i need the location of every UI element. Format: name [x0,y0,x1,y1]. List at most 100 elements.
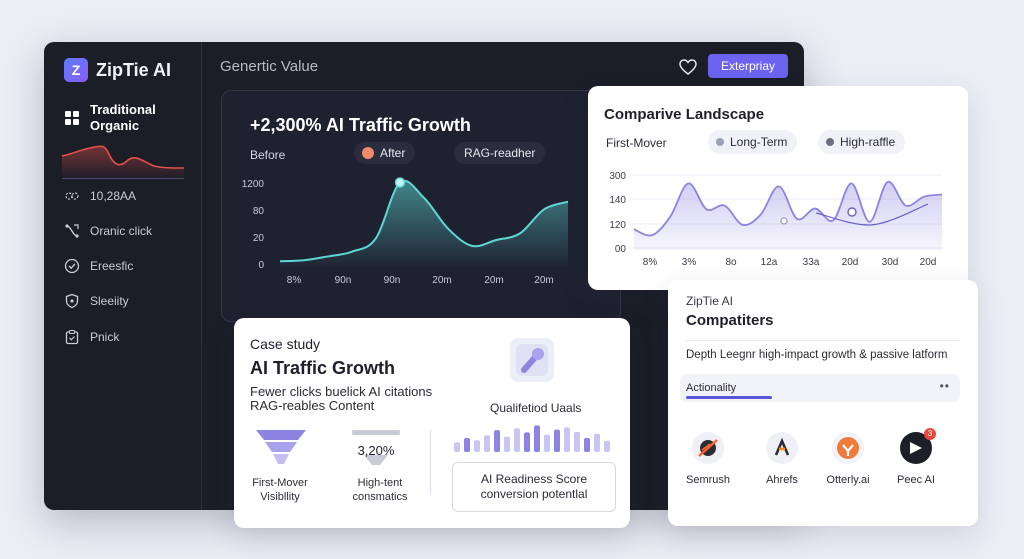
x-tick-label: 20m [534,275,553,286]
funnel-icon [256,430,306,464]
funnel-label-line: First-Mover [252,477,308,489]
qualified-bar [464,438,470,452]
highlight-point [780,217,788,225]
x-tick-label: 20m [484,275,503,286]
sidebar-item-label: Pnick [90,330,120,344]
brand-name: ZipTie AI [96,59,172,80]
actionality-row[interactable]: Actionality •• [680,374,960,402]
description-line: RAG-reables Content [250,398,375,413]
enterprise-button[interactable]: Exterpriay [708,54,788,78]
highlight-point [847,207,857,217]
qualified-bar [524,432,530,452]
competitors-subtitle: ZipTie AI [686,294,733,308]
qualified-bar [514,428,520,452]
sidebar-item-label: 10,28AA [90,189,137,203]
orange-dot-icon [362,147,374,159]
x-tick-label: 3% [682,257,697,268]
sidebar-item-pnick[interactable]: Pnick [64,329,119,345]
actionality-label: Actionality [686,382,737,394]
brand[interactable]: Z ZipTie AI [64,58,171,82]
sidebar-item-metric[interactable]: 10,28AA [64,188,136,204]
secondary-line [815,203,929,226]
grid-icon [64,110,80,126]
qualified-bar [454,442,460,452]
actionality-progress-bar [686,396,772,399]
ziptie-logo-icon: Z [64,58,88,82]
notification-badge: 3 [924,428,936,440]
sidebar-item-label: Ereesfic [90,259,134,273]
x-tick-label: 8% [287,275,302,286]
x-tick-label: 12a [761,257,778,268]
score-line: conversion potentlal [480,487,588,501]
competitor-semrush[interactable]: Semrush [678,432,738,486]
score-line: AI Readiness Score [480,472,588,486]
sidebar-item-label: Sleeiity [90,294,129,308]
sidebar-item-label: Oranic click [90,224,153,238]
more-icon[interactable]: •• [939,379,950,393]
mini-funnel-icon [352,430,400,465]
qualified-leads-label: Qualifetiod Uaals [490,401,582,415]
series-line [633,181,943,237]
qualified-bar [474,440,480,452]
pill-high-raffle[interactable]: High-raffle [818,130,906,154]
competitor-otterly[interactable]: Otterly.ai [818,432,878,486]
y-tick-label: 80 [253,206,265,217]
competitor-peec[interactable]: 3 Peec AI [886,428,946,486]
legend-before[interactable]: Before [250,148,286,162]
qualified-bar [504,436,510,452]
shield-icon [64,293,80,309]
qualified-bar [604,440,610,452]
y-tick-label: 1200 [242,179,265,190]
clipboard-icon [64,329,80,345]
sidebar-item-organic-click[interactable]: Oranic click [64,223,152,239]
y-tick-label: 120 [609,220,626,231]
heart-icon[interactable] [678,57,698,77]
logo-name: Ahrefs [766,474,798,486]
growth-chart-panel: +2,300% AI Traffic Growth Before After R… [221,90,621,322]
y-tick-label: 0 [258,260,264,271]
x-tick-label: 20d [842,257,859,268]
otterly-logo-icon [832,432,864,464]
percent-label-line: consmatics [352,491,408,503]
y-tick-label: 00 [615,244,627,255]
series-line-after [279,179,569,263]
series-area [634,181,942,250]
qualified-bar [564,427,570,452]
sidebar-item-traditional-organic[interactable]: Traditional Organic [64,102,190,134]
x-tick-label: 8o [725,257,737,268]
funnel-label-line: Visibllity [260,491,300,503]
semrush-logo-icon [692,432,724,464]
logo-name: Semrush [685,474,731,486]
legend-rag-ready[interactable]: RAG-readher [454,142,546,164]
vertical-divider [430,430,431,494]
ahrefs-logo-icon [766,432,798,464]
qualified-bar [534,425,540,452]
pill-long-term[interactable]: Long-Term [708,130,798,154]
x-tick-label: 90n [384,275,401,286]
sidebar-item-ereesfic[interactable]: Ereesfic [64,258,133,274]
y-tick-label: 300 [609,171,626,182]
divider [686,340,960,341]
growth-chart-title: +2,300% AI Traffic Growth [250,115,471,135]
percent-label: High-tent consmatics [338,476,422,504]
sidebar: Z ZipTie AI Traditional Organic [44,42,202,510]
case-study-label: Case study [250,336,321,352]
competitors-description: Depth Leegnr high-impact growth & passiv… [686,349,948,361]
qualified-bar [574,431,580,452]
x-tick-label: 8% [643,257,658,268]
landscape-card: Comparive Landscape First-Mover Long-Ter… [588,86,968,290]
link-icon [64,188,80,204]
competitor-ahrefs[interactable]: Ahrefs [752,432,812,486]
legend-after[interactable]: After [354,142,416,164]
first-mover-label: First-Mover [606,136,667,150]
logo-name: Otterly.ai [826,474,870,486]
qualified-bar [584,438,590,452]
ai-readiness-score-box[interactable]: AI Readiness Score conversion potentlal [452,462,616,512]
competitors-card: ZipTie AI Compatiters Depth Leegnr high-… [668,280,978,526]
landscape-title: Comparive Landscape [604,106,765,123]
peec-logo-icon: 3 [900,428,936,464]
y-tick-label: 20 [253,233,265,244]
sidebar-item-security[interactable]: Sleeiity [64,293,129,309]
x-tick-label: 90n [335,275,352,286]
x-tick-label: 20m [432,275,451,286]
